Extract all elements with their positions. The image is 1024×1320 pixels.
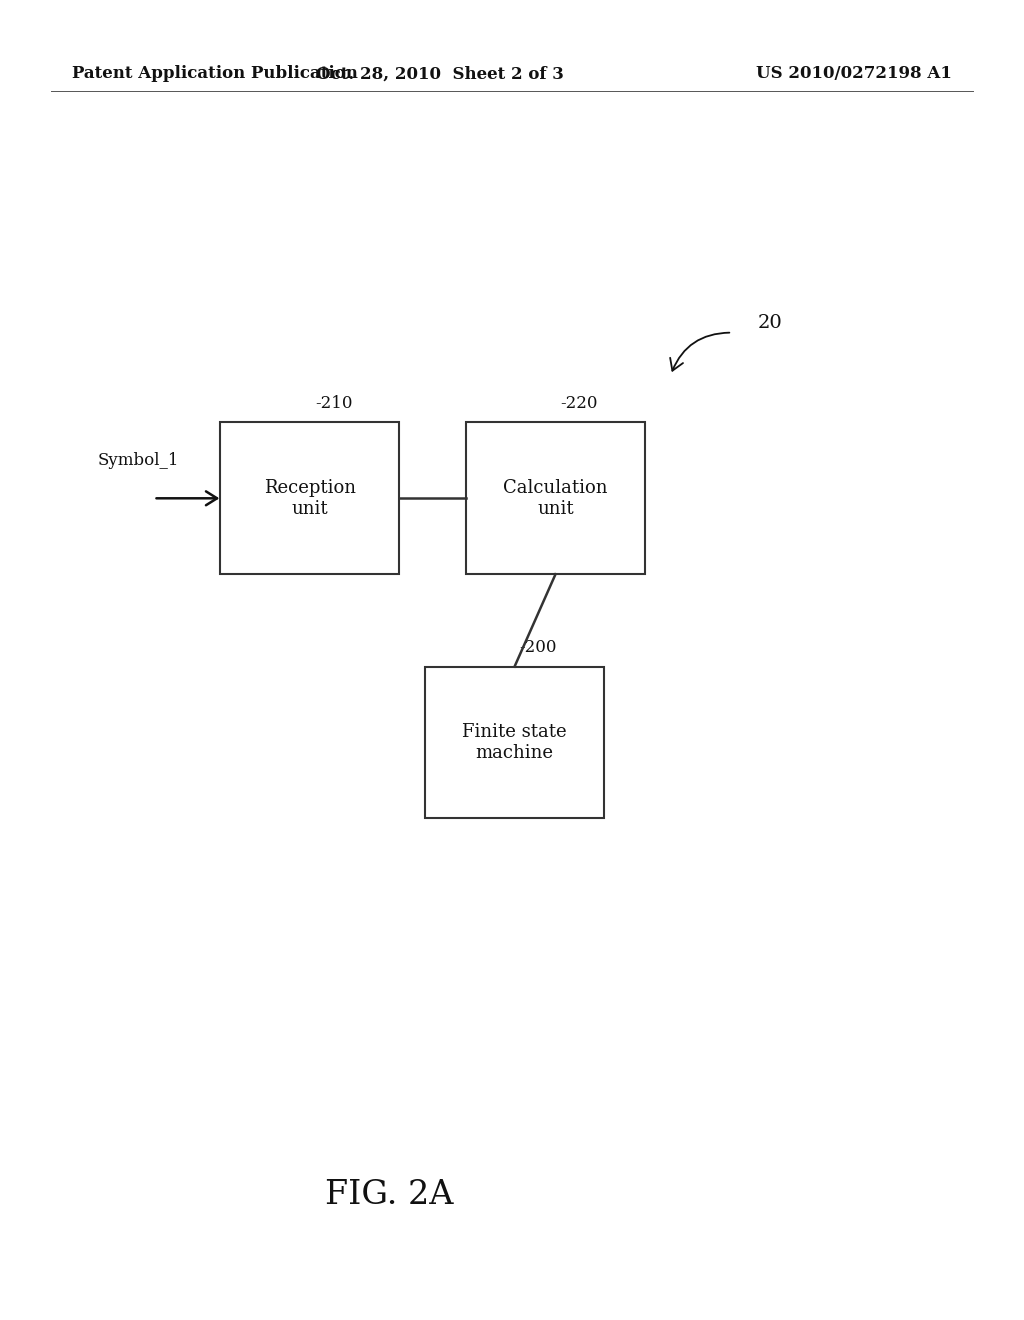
Text: -200: -200 [519, 639, 557, 656]
Text: Oct. 28, 2010  Sheet 2 of 3: Oct. 28, 2010 Sheet 2 of 3 [316, 66, 564, 82]
Text: Calculation
unit: Calculation unit [503, 479, 608, 517]
Bar [425, 667, 604, 818]
Text: Patent Application Publication: Patent Application Publication [72, 66, 357, 82]
Text: Finite state
machine: Finite state machine [462, 723, 567, 762]
Text: -210: -210 [315, 395, 352, 412]
Text: US 2010/0272198 A1: US 2010/0272198 A1 [757, 66, 952, 82]
Text: FIG. 2A: FIG. 2A [325, 1179, 454, 1210]
Text: 20: 20 [758, 314, 782, 333]
Text: Symbol_1: Symbol_1 [97, 451, 179, 469]
Bar [466, 422, 645, 574]
FancyArrowPatch shape [157, 491, 217, 506]
FancyArrowPatch shape [670, 333, 729, 371]
Bar [220, 422, 399, 574]
Text: -220: -220 [561, 395, 598, 412]
Text: Reception
unit: Reception unit [264, 479, 355, 517]
